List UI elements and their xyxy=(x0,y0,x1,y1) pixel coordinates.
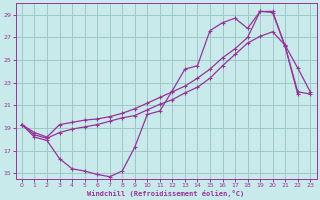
X-axis label: Windchill (Refroidissement éolien,°C): Windchill (Refroidissement éolien,°C) xyxy=(87,190,245,197)
